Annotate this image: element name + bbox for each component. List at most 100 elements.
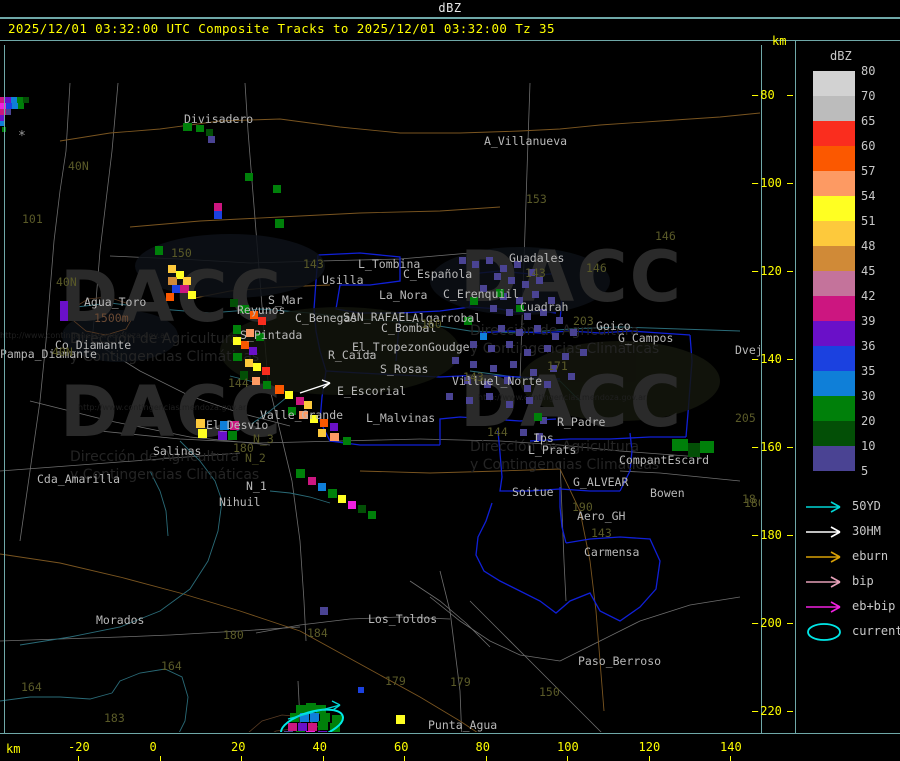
track-legend-item[interactable]: eb+bip xyxy=(804,596,900,618)
radar-echo-cell xyxy=(218,431,227,440)
radar-echo-cell xyxy=(480,285,487,292)
radar-echo-cell xyxy=(0,115,5,121)
y-axis-tick-label: -220 xyxy=(753,704,782,718)
window-title: dBZ xyxy=(438,1,462,15)
track-legend-item[interactable]: 30HM xyxy=(804,521,900,543)
radar-echo-cell xyxy=(18,103,24,109)
radar-echo-cell xyxy=(240,371,248,380)
basemap-vectors xyxy=(0,82,760,732)
panel-divider xyxy=(795,41,796,733)
color-scale-swatch[interactable] xyxy=(813,346,855,371)
radar-echo-cell xyxy=(308,477,316,485)
map-label-route: 143 xyxy=(463,370,484,384)
radar-echo-cell xyxy=(230,299,238,307)
radar-echo-cell xyxy=(275,385,284,394)
radar-plot-area[interactable]: DACC DACC DACC DACC Dirección de Agricul… xyxy=(0,41,760,732)
color-scale-swatch[interactable] xyxy=(813,321,855,346)
x-axis-tick-label: 60 xyxy=(394,740,409,754)
radar-site-marker: * xyxy=(18,129,26,144)
color-scale-swatch[interactable] xyxy=(813,121,855,146)
color-scale-swatch[interactable] xyxy=(813,371,855,396)
radar-echo-cell xyxy=(508,277,515,284)
radar-echo-cell xyxy=(6,103,12,109)
color-scale-swatch[interactable] xyxy=(813,396,855,421)
color-scale-swatch[interactable] xyxy=(813,421,855,446)
map-label-route: 40N xyxy=(68,159,89,173)
x-axis-label: km xyxy=(6,742,21,756)
radar-echo-cell xyxy=(299,411,308,419)
radar-echo-cell xyxy=(570,329,577,336)
map-label-route: 40N xyxy=(52,345,73,359)
track-legend-item[interactable]: current xyxy=(804,621,900,643)
color-scale-swatch[interactable] xyxy=(813,71,855,96)
radar-echo-cell xyxy=(168,265,176,273)
color-scale-swatch[interactable] xyxy=(813,221,855,246)
y-axis-tick xyxy=(787,359,793,360)
map-label-city: Agua_Toro xyxy=(84,295,147,309)
radar-echo-cell xyxy=(544,345,551,352)
map-label-city: C_Erenquiil xyxy=(443,287,520,301)
y-axis-tick xyxy=(787,711,793,712)
radar-echo-cell xyxy=(470,297,478,305)
radar-echo-cell xyxy=(358,505,366,513)
map-label-route: N_2 xyxy=(245,451,266,465)
radar-echo-cell xyxy=(263,381,271,389)
map-label-city: C_Benegas xyxy=(295,311,358,325)
x-axis-tick-label: 20 xyxy=(231,740,246,754)
legend-panel: dBZ 80 70 65 60 57 54 51 48 45 42 39 36 35 30 20 10 5 50… xyxy=(796,41,900,733)
radar-echo-cell xyxy=(262,367,270,375)
y-axis-tick-label: -200 xyxy=(753,616,782,630)
map-label-city: R_Caída xyxy=(328,348,377,362)
track-legend-label: 50YD xyxy=(852,499,881,513)
color-scale-swatch[interactable] xyxy=(813,146,855,171)
track-legend-item[interactable]: 50YD xyxy=(804,496,900,518)
color-scale-swatch[interactable] xyxy=(813,246,855,271)
radar-echo-cell xyxy=(470,341,477,348)
x-axis-tick xyxy=(159,756,161,761)
map-label-city: E_Escorial xyxy=(337,384,407,398)
y-axis-label: km xyxy=(772,34,787,48)
radar-echo-cell xyxy=(452,357,459,364)
map-label-city: R_Padre xyxy=(557,415,606,429)
map-label-city: La_Nora xyxy=(379,288,428,302)
radar-echo-cell xyxy=(60,301,68,321)
map-label-city: Dveje xyxy=(735,343,760,357)
radar-echo-cell xyxy=(258,317,266,325)
x-axis-tick xyxy=(485,756,487,761)
radar-echo-cell xyxy=(562,353,569,360)
radar-echo-cell xyxy=(534,325,541,332)
color-scale-bar[interactable] xyxy=(813,71,855,471)
radar-echo-cell xyxy=(296,469,305,478)
map-label-city: Cda_Amarilla xyxy=(37,472,121,486)
color-scale-swatch[interactable] xyxy=(813,196,855,221)
color-scale-level-label: 65 xyxy=(861,114,876,128)
map-label-city: A_Villanueva xyxy=(484,134,568,148)
map-label-city: Los_Toldos xyxy=(368,612,438,626)
radar-echo-cell xyxy=(285,391,293,399)
radar-echo-cell xyxy=(494,273,501,280)
color-scale-swatch[interactable] xyxy=(813,171,855,196)
map-label-layer: Divisadero A_Villanueva L_Tombina C_Español… xyxy=(0,41,760,732)
track-legend-item[interactable]: eburn xyxy=(804,546,900,568)
track-legend-item[interactable]: bip xyxy=(804,571,900,593)
color-scale-swatch[interactable] xyxy=(813,271,855,296)
color-scale-swatch[interactable] xyxy=(813,446,855,471)
map-label-city: Goudge xyxy=(428,340,470,354)
radar-echo-cell xyxy=(241,341,249,349)
y-axis-tick-inner xyxy=(752,359,756,360)
radar-echo-cell xyxy=(5,97,11,103)
current-ellipse-icon xyxy=(807,623,841,641)
map-label-route: 101 xyxy=(22,212,43,226)
x-axis-tick-label: 100 xyxy=(557,740,579,754)
map-label-elevation: 1500m xyxy=(94,311,129,325)
color-scale-swatch[interactable] xyxy=(813,296,855,321)
color-scale-swatch[interactable] xyxy=(813,96,855,121)
map-label-city: SAN_RAFAEL xyxy=(343,310,413,324)
y-axis-tick-inner xyxy=(752,183,756,184)
radar-echo-cell xyxy=(486,393,493,400)
radar-echo-cell xyxy=(540,309,547,316)
x-axis-tick xyxy=(78,756,79,761)
radar-echo-cell xyxy=(496,289,504,297)
radar-echo-cell xyxy=(459,257,466,264)
